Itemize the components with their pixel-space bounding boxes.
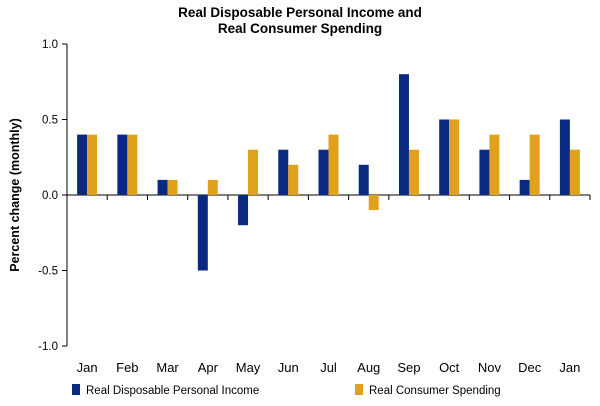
x-category-label: Oct xyxy=(439,360,460,375)
x-category-label: Aug xyxy=(357,360,380,375)
bar-spending xyxy=(449,119,460,195)
bar-income xyxy=(157,179,168,195)
bar-spending xyxy=(489,134,500,195)
bar-income xyxy=(238,195,249,226)
bar-income xyxy=(479,149,490,195)
legend-swatch-spending xyxy=(355,384,363,395)
bar-income xyxy=(439,119,450,195)
chart-title-line-2: Real Consumer Spending xyxy=(218,21,382,36)
x-category-label: Jul xyxy=(320,360,337,375)
y-tick-label: 0.5 xyxy=(42,115,58,127)
x-category-label: Jan xyxy=(77,360,98,375)
bar-income xyxy=(278,149,289,195)
bar-spending xyxy=(408,149,419,195)
bar-spending xyxy=(167,179,178,195)
x-category-label: Apr xyxy=(198,360,219,375)
y-axis-label: Percent change (monthly) xyxy=(8,118,22,272)
bar-spending xyxy=(207,179,218,195)
bar-income xyxy=(559,119,570,195)
plot-area: 1.0 0.5 0.0 -0.5 -1.0 Jan Feb Mar Apr May Jun Jul Au… xyxy=(38,39,591,375)
y-tick-label: -0.5 xyxy=(38,266,58,278)
bar-income xyxy=(358,164,369,195)
bar-income xyxy=(197,195,208,271)
x-category-label: Jan xyxy=(559,360,580,375)
y-tick-label: -1.0 xyxy=(38,341,58,353)
legend-label-income: Real Disposable Personal Income xyxy=(86,385,259,397)
bar-spending xyxy=(529,134,540,195)
bar-income xyxy=(519,179,530,195)
x-category-label: May xyxy=(236,360,261,375)
x-category-label: Nov xyxy=(478,360,502,375)
bar-spending xyxy=(248,149,259,195)
bar-income xyxy=(318,149,329,195)
bar-spending xyxy=(288,164,299,195)
bar-spending xyxy=(127,134,138,195)
x-category-label: Dec xyxy=(518,360,542,375)
bar-spending xyxy=(368,195,379,211)
legend-label-spending: Real Consumer Spending xyxy=(369,385,501,397)
y-tick-label: 0.0 xyxy=(42,190,58,202)
legend: Real Disposable Personal Income Real Con… xyxy=(72,384,501,397)
bar-income xyxy=(77,134,88,195)
bar-income xyxy=(398,74,409,195)
bar-spending xyxy=(87,134,98,195)
x-category-label: Mar xyxy=(156,360,179,375)
bar-income xyxy=(117,134,128,195)
x-category-label: Jun xyxy=(278,360,299,375)
bar-spending xyxy=(328,134,339,195)
bar-spending xyxy=(569,149,580,195)
legend-swatch-income xyxy=(72,384,80,395)
x-category-label: Feb xyxy=(116,360,138,375)
x-category-label: Sep xyxy=(397,360,420,375)
y-tick-label: 1.0 xyxy=(42,39,58,51)
chart-title-line-1: Real Disposable Personal Income and xyxy=(178,5,422,20)
